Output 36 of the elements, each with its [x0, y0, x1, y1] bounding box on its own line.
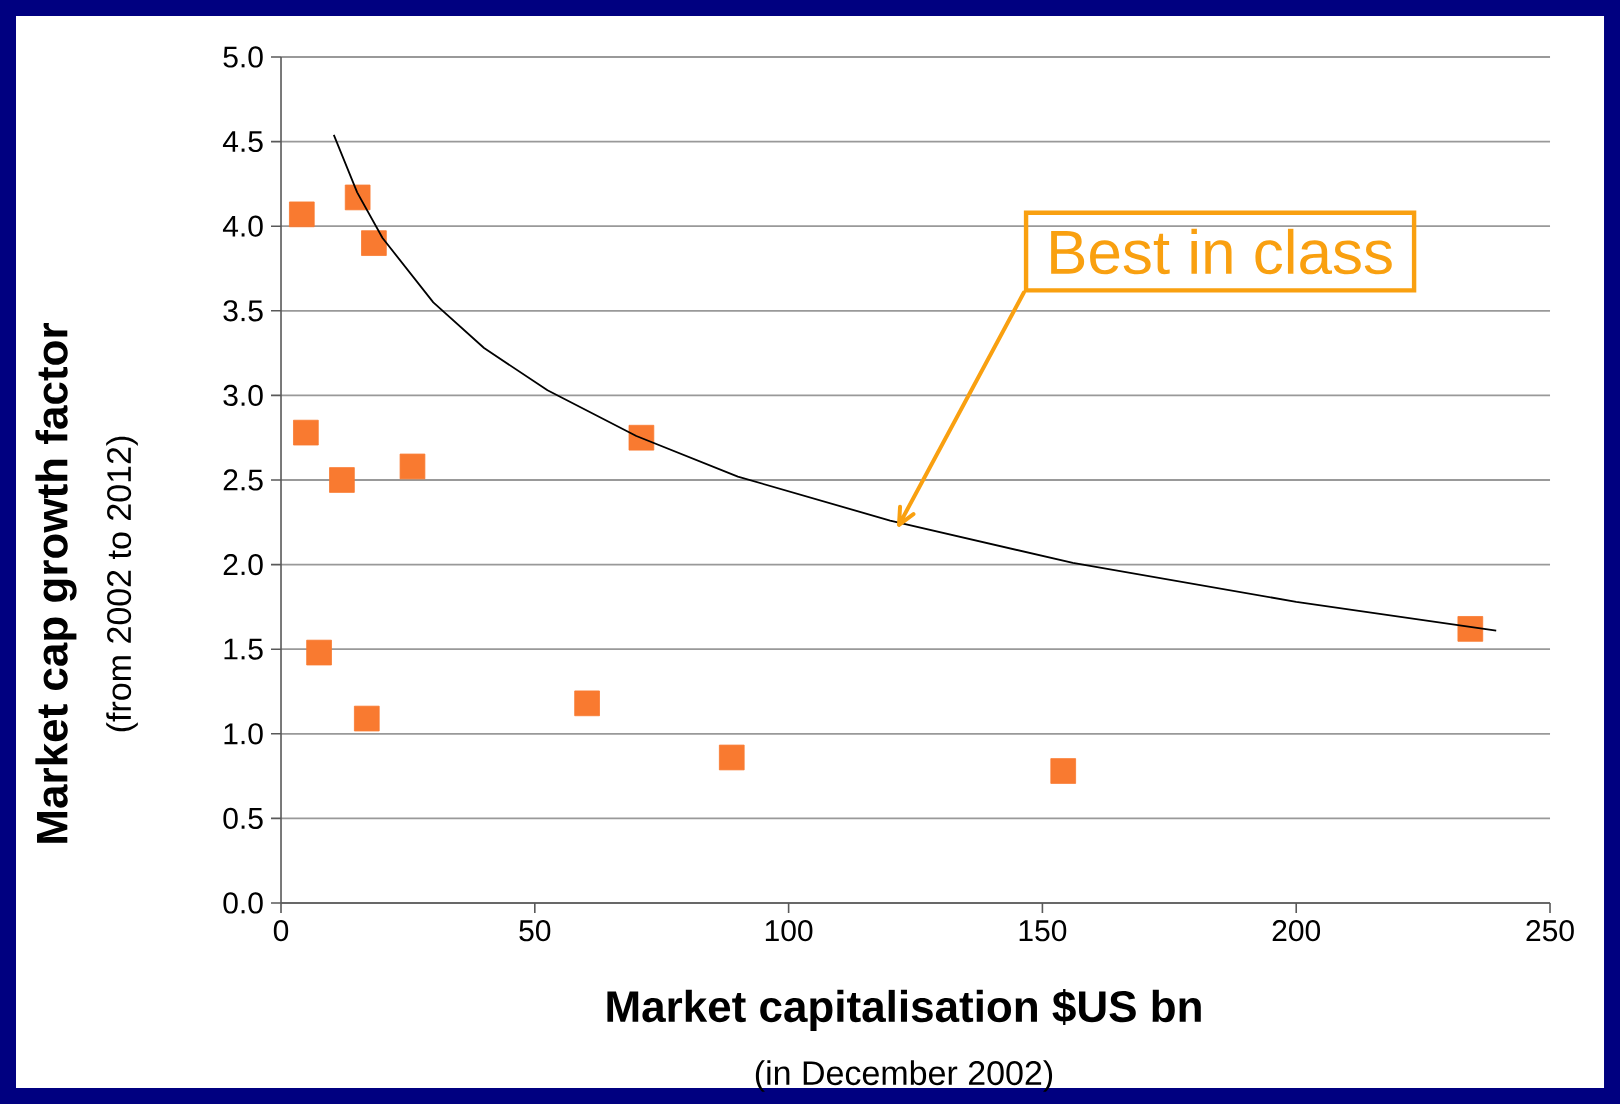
- line-series: [332, 133, 1498, 632]
- point: [399, 453, 426, 480]
- x-tick-label: 150: [1019, 920, 1067, 942]
- y-tick-label: 1.5: [224, 638, 263, 660]
- point: [574, 690, 600, 717]
- x-tick-label: 50: [519, 920, 551, 942]
- text: (from 2002 to 2012): [106, 436, 138, 732]
- point: [353, 705, 380, 732]
- x-tick-label: 100: [765, 920, 813, 942]
- y-tick-label: 2.5: [223, 469, 263, 491]
- point: [306, 639, 332, 666]
- point: [344, 184, 371, 211]
- point: [329, 467, 355, 493]
- point: [628, 424, 655, 451]
- y-tick-label: 3.5: [223, 300, 263, 322]
- x-tick-label: 250: [1526, 920, 1574, 942]
- point: [361, 230, 387, 256]
- y-tick-label: 0.0: [223, 892, 263, 914]
- y-tick-label: 1.0: [224, 723, 263, 745]
- y-tick-label: 5.0: [223, 46, 263, 68]
- point: [718, 744, 745, 771]
- x-tick-label: 200: [1272, 920, 1321, 942]
- point: [1050, 758, 1077, 784]
- point: [1457, 616, 1484, 642]
- y-tick-label: 4.5: [222, 131, 263, 153]
- point: [289, 201, 315, 228]
- y-tick-label: 2.0: [223, 553, 263, 576]
- x-tick-label: 0: [273, 920, 289, 942]
- y-axis-title: Market cap growth factor: [35, 323, 77, 843]
- annotation: Best in class: [1051, 228, 1392, 275]
- y-tick-label: 4.0: [222, 215, 263, 237]
- x-axis-title: Market capitalisation $US bn: [607, 989, 1201, 1031]
- text: (in December 2002): [755, 1060, 1053, 1092]
- y-tick-label: 3.0: [223, 384, 263, 407]
- y-tick-label: 0.5: [223, 807, 263, 830]
- point: [293, 419, 319, 446]
